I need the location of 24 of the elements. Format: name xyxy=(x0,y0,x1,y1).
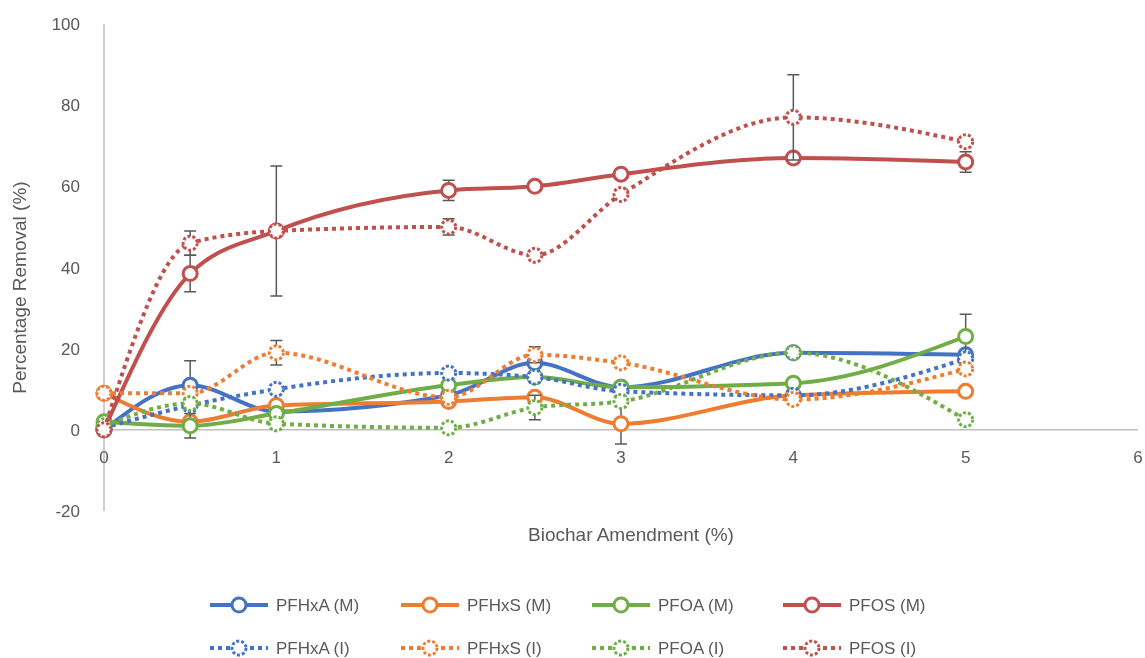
legend-label: PFHxA (M) xyxy=(276,596,360,615)
y-tick-label: 40 xyxy=(61,258,80,278)
x-tick-label: 2 xyxy=(443,447,454,467)
y-tick-label: 100 xyxy=(51,15,80,34)
legend-label: PFOA (M) xyxy=(658,596,734,615)
y-tick-label: 0 xyxy=(70,420,80,440)
y-tick-label: 20 xyxy=(61,339,80,359)
x-tick-label: 4 xyxy=(788,447,799,467)
legend-label: PFOS (M) xyxy=(849,596,926,615)
x-tick-label: 1 xyxy=(271,447,282,467)
legend-label: PFHxS (I) xyxy=(467,639,542,658)
x-tick-label: 0 xyxy=(99,447,109,467)
legend-label: PFHxA (I) xyxy=(276,639,350,658)
legend-label: PFOS (I) xyxy=(849,639,917,658)
y-axis-title: Percentage Removal (%) xyxy=(9,181,30,394)
y-tick-label: 80 xyxy=(61,96,80,116)
x-axis-title: Biochar Amendment (%) xyxy=(528,524,734,545)
x-tick-label: 6 xyxy=(1133,447,1143,467)
legend-label: PFOA (I) xyxy=(658,639,725,658)
x-tick-label: 5 xyxy=(960,447,971,467)
y-tick-label: 60 xyxy=(61,177,80,197)
y-tick-label: -20 xyxy=(55,502,80,521)
legend-label: PFHxS (M) xyxy=(467,596,552,615)
x-tick-label: 3 xyxy=(616,447,626,467)
